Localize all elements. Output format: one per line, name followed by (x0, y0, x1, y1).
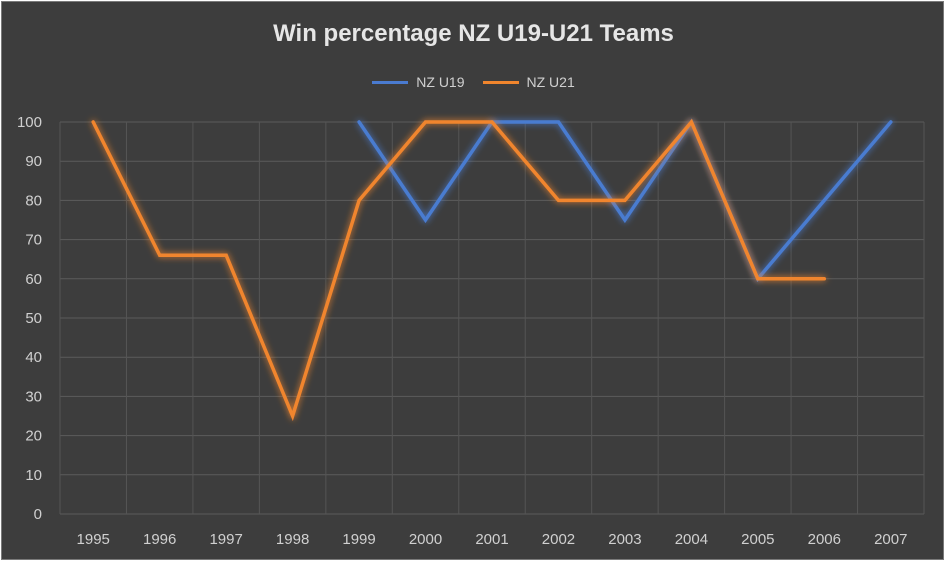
y-tick-label: 100 (17, 114, 42, 131)
y-tick-label: 70 (25, 232, 42, 249)
y-tick-label: 40 (25, 349, 42, 366)
x-tick-label: 2001 (475, 531, 508, 548)
y-tick-label: 20 (25, 428, 42, 445)
legend-swatch-u19 (372, 80, 409, 84)
legend-item-u21: NZ U21 (482, 74, 575, 90)
legend-item-u19: NZ U19 (372, 74, 465, 90)
series-line-nz-u19 (357, 118, 893, 283)
y-tick-label: 10 (25, 467, 42, 484)
x-tick-label: 2000 (409, 531, 442, 548)
x-tick-label: 1998 (276, 531, 309, 548)
x-tick-label: 2003 (608, 531, 641, 548)
x-tick-label: 1996 (143, 531, 176, 548)
chart-title: Win percentage NZ U19-U21 Teams (273, 20, 674, 47)
x-tick-label: 2005 (741, 531, 774, 548)
y-tick-label: 30 (25, 388, 42, 405)
legend-swatch-u21 (482, 80, 519, 84)
x-tick-label: 2002 (542, 531, 575, 548)
x-tick-label: 2006 (808, 531, 841, 548)
x-tick-label: 2007 (874, 531, 907, 548)
y-tick-label: 50 (25, 310, 42, 327)
legend: NZ U19 NZ U21 (2, 74, 945, 90)
y-tick-label: 90 (25, 153, 42, 170)
y-tick-label: 80 (25, 192, 42, 209)
axis-labels: 0 10 20 30 40 50 60 70 80 90 100 1995 1996 1997 1998 19… (17, 114, 907, 548)
y-tick-label: 60 (25, 271, 42, 288)
legend-label-u19: NZ U19 (416, 74, 465, 90)
series-line-nz-u21 (91, 118, 827, 422)
y-tick-label: 0 (34, 506, 42, 523)
x-tick-label: 2004 (675, 531, 708, 548)
x-tick-label: 1997 (209, 531, 242, 548)
series-lines (91, 118, 893, 422)
gridlines (59, 121, 925, 515)
x-tick-label: 1999 (342, 531, 375, 548)
legend-label-u21: NZ U21 (526, 74, 575, 90)
x-tick-label: 1995 (77, 531, 110, 548)
